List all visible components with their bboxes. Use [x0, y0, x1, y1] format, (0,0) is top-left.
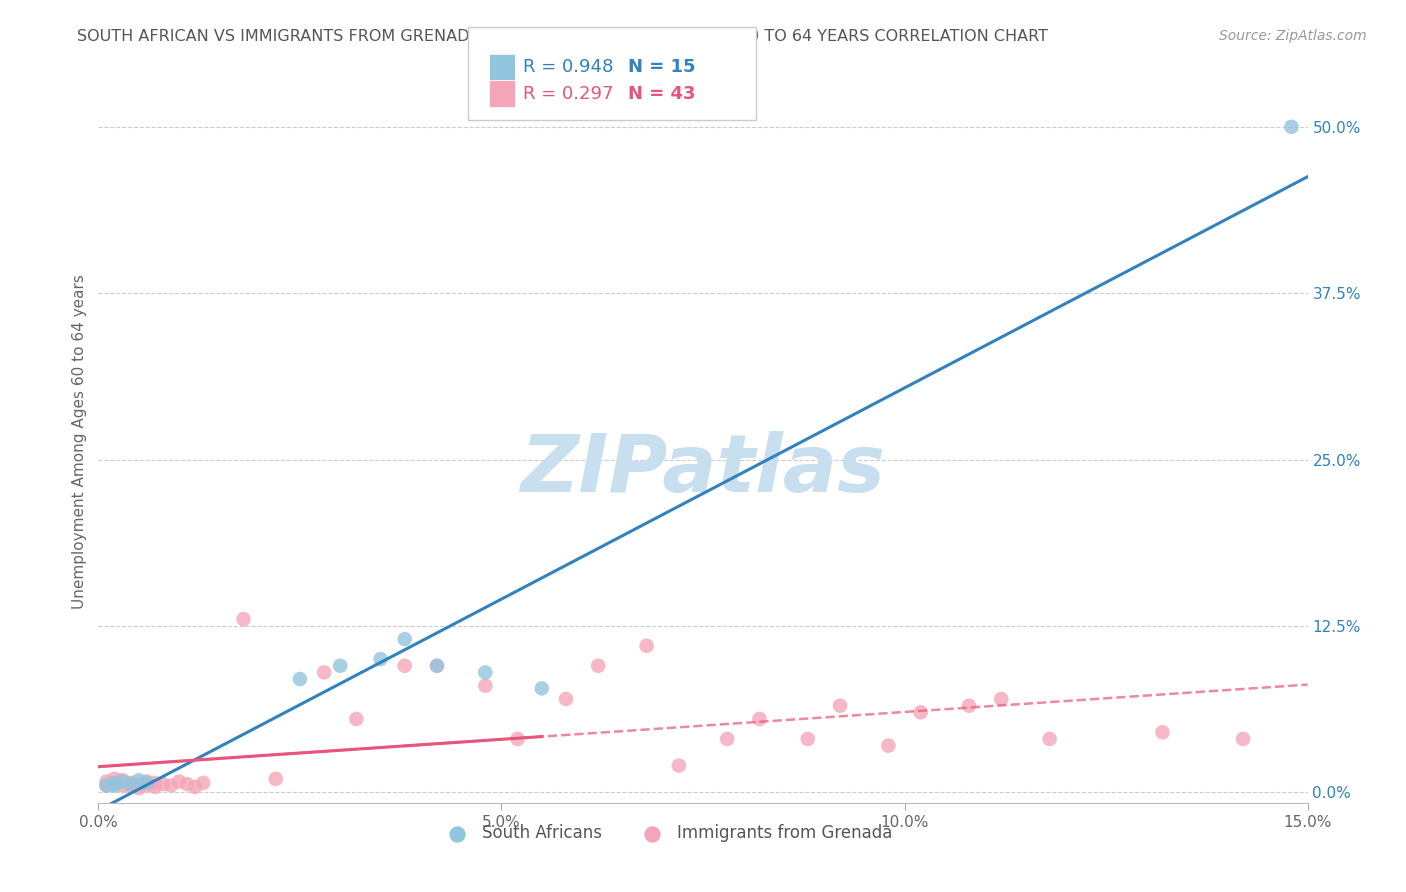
Legend: South Africans, Immigrants from Grenada: South Africans, Immigrants from Grenada — [434, 817, 900, 848]
Point — [96, 779, 118, 793]
Point — [394, 658, 416, 673]
Point — [167, 774, 190, 789]
Point — [1232, 731, 1254, 746]
Point — [1152, 725, 1174, 739]
Point — [96, 779, 118, 793]
Point — [344, 712, 367, 726]
Point — [1281, 120, 1303, 134]
Point — [264, 772, 287, 786]
Point — [314, 665, 336, 680]
Point — [716, 731, 738, 746]
Point — [232, 612, 254, 626]
Point — [474, 679, 496, 693]
Point — [586, 658, 609, 673]
Point — [103, 772, 125, 786]
Point — [128, 773, 150, 788]
Text: ZIPatlas: ZIPatlas — [520, 432, 886, 509]
Point — [288, 672, 311, 686]
Point — [668, 758, 690, 772]
Text: SOUTH AFRICAN VS IMMIGRANTS FROM GRENADA UNEMPLOYMENT AMONG AGES 60 TO 64 YEARS : SOUTH AFRICAN VS IMMIGRANTS FROM GRENADA… — [77, 29, 1049, 44]
Point — [103, 777, 125, 791]
Point — [111, 774, 134, 789]
Point — [160, 779, 183, 793]
Point — [530, 681, 553, 696]
Point — [143, 780, 166, 794]
Point — [111, 779, 134, 793]
Y-axis label: Unemployment Among Ages 60 to 64 years: Unemployment Among Ages 60 to 64 years — [72, 274, 87, 609]
Point — [797, 731, 820, 746]
Point — [426, 658, 449, 673]
Point — [193, 776, 215, 790]
Point — [143, 776, 166, 790]
Point — [120, 780, 142, 794]
Point — [555, 692, 578, 706]
Point — [506, 731, 529, 746]
Point — [128, 781, 150, 796]
Point — [748, 712, 770, 726]
Point — [103, 779, 125, 793]
Point — [103, 776, 125, 790]
Point — [135, 779, 157, 793]
Point — [636, 639, 658, 653]
Text: R = 0.948: R = 0.948 — [523, 58, 613, 76]
Point — [370, 652, 392, 666]
Text: R = 0.297: R = 0.297 — [523, 85, 613, 103]
Point — [990, 692, 1012, 706]
Point — [120, 777, 142, 791]
Point — [957, 698, 980, 713]
Point — [1039, 731, 1062, 746]
Point — [877, 739, 900, 753]
Point — [135, 774, 157, 789]
Text: N = 43: N = 43 — [628, 85, 696, 103]
Point — [111, 773, 134, 788]
Point — [96, 774, 118, 789]
Text: N = 15: N = 15 — [628, 58, 696, 76]
Point — [474, 665, 496, 680]
Point — [394, 632, 416, 647]
Point — [128, 777, 150, 791]
Point — [176, 777, 198, 791]
Point — [329, 658, 352, 673]
Point — [426, 658, 449, 673]
Point — [184, 780, 207, 794]
Point — [152, 777, 174, 791]
Point — [910, 706, 932, 720]
Point — [120, 776, 142, 790]
Point — [135, 776, 157, 790]
Point — [828, 698, 851, 713]
Text: Source: ZipAtlas.com: Source: ZipAtlas.com — [1219, 29, 1367, 43]
